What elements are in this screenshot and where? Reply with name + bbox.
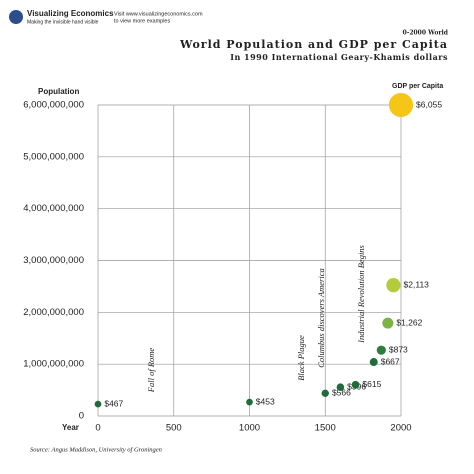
y-tick-label: 5,000,000,000: [23, 151, 84, 162]
y-tick-label: 4,000,000,000: [23, 203, 84, 214]
x-tick-label: 1000: [239, 423, 260, 434]
x-tick-label: 1500: [315, 423, 336, 434]
bubble: [376, 345, 386, 355]
chart-title: World Population and GDP per Capita: [179, 38, 448, 51]
y-axis-label: Population: [38, 87, 79, 96]
annotation: Fall of Rome: [146, 348, 156, 394]
data-label: $453: [256, 396, 275, 406]
bubble: [246, 398, 253, 406]
kicker: 0-2000 World: [403, 30, 449, 37]
data-label: $2,113: [404, 279, 430, 289]
annotation: Columbus discovers America: [316, 268, 326, 367]
y-tick-label: 1,000,000,000: [23, 359, 84, 370]
source: Source: Angus Maddison, University of Gr…: [30, 446, 162, 453]
size-legend-label: GDP per Capita: [392, 83, 443, 90]
data-label: $6,055: [416, 99, 442, 109]
annotation: Black Plague: [296, 335, 306, 381]
x-tick-label: 2000: [390, 423, 411, 434]
brand-tagline: Making the invisible hand visible: [27, 19, 99, 25]
bubble: [321, 389, 329, 397]
brand-name: Visualizing Economics: [27, 9, 114, 18]
y-tick-label: 0: [79, 411, 84, 422]
data-label: $467: [104, 398, 123, 408]
x-axis-label: Year: [62, 423, 79, 432]
chart-subtitle: In 1990 International Geary-Khamis dolla…: [230, 52, 448, 62]
bubble: [351, 380, 360, 389]
data-label: $1,262: [396, 317, 422, 327]
x-tick-label: 500: [166, 423, 182, 434]
y-tick-label: 3,000,000,000: [23, 255, 84, 266]
data-label: $873: [389, 344, 408, 354]
data-label: $615: [362, 379, 381, 389]
y-tick-label: 2,000,000,000: [23, 307, 84, 318]
data-label: $566: [332, 388, 351, 398]
bubble: [94, 400, 102, 408]
brand-visit: Visit www.visualizingeconomics.com: [114, 11, 203, 17]
bubble: [382, 317, 394, 329]
bubble: [336, 383, 345, 391]
bubble: [386, 278, 401, 293]
annotation: Industrial Revolution Begins: [356, 244, 366, 343]
y-tick-label: 6,000,000,000: [23, 100, 84, 111]
bubble: [388, 92, 414, 118]
data-label: $667: [381, 356, 400, 366]
bubble: [369, 358, 378, 367]
logo: [9, 10, 23, 24]
x-tick-label: 0: [95, 423, 100, 434]
brand-visit: to view more examples: [114, 18, 170, 24]
